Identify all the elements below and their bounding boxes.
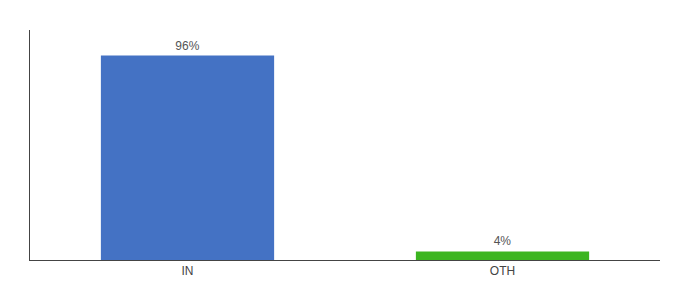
svg-text:IN: IN xyxy=(182,264,194,278)
svg-text:4%: 4% xyxy=(494,234,512,248)
svg-text:OTH: OTH xyxy=(490,264,515,278)
svg-text:96%: 96% xyxy=(175,39,199,53)
